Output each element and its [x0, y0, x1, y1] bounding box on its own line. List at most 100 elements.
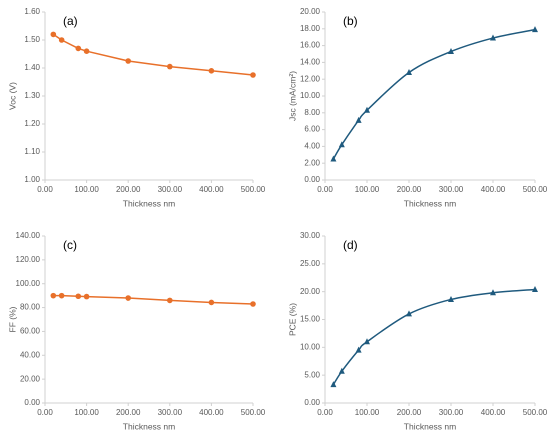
marker	[406, 310, 412, 317]
x-tick-label: 500.00	[523, 185, 548, 194]
marker	[50, 31, 57, 38]
y-tick-label: 25.00	[300, 259, 321, 268]
x-tick-label: 0.00	[317, 185, 333, 194]
marker	[83, 293, 90, 300]
data-line	[332, 288, 536, 386]
y-axis-label: FF (%)	[7, 306, 17, 332]
y-axis-label: PCE (%)	[287, 303, 297, 336]
x-tick-label: 100.00	[74, 185, 99, 194]
marker	[75, 293, 82, 300]
y-tick-label: 0.00	[304, 175, 320, 184]
y-tick-label: 8.00	[304, 108, 320, 117]
y-tick-label: 1.60	[24, 7, 40, 16]
x-tick-label: 100.00	[355, 185, 380, 194]
y-tick-label: 5.00	[304, 370, 320, 379]
marker	[364, 106, 370, 113]
y-tick-label: 80.00	[20, 303, 41, 312]
y-tick-label: 1.40	[24, 63, 40, 72]
x-tick-label: 300.00	[439, 185, 464, 194]
y-tick-label: 1.20	[24, 119, 40, 128]
marker	[58, 292, 65, 299]
data-line	[332, 28, 536, 160]
marker	[532, 285, 538, 292]
x-tick-label: 400.00	[199, 408, 224, 417]
marker	[448, 295, 454, 302]
x-axis-label: Thickness nm	[123, 421, 175, 431]
x-axis-label: Thickness nm	[404, 198, 456, 208]
marker	[338, 141, 345, 148]
marker	[355, 116, 362, 123]
x-tick-label: 500.00	[241, 408, 266, 417]
y-axis-label: Voc (V)	[7, 82, 17, 110]
marker	[58, 37, 65, 43]
marker	[50, 292, 57, 299]
y-tick-label: 10.00	[300, 91, 321, 100]
x-tick-label: 500.00	[241, 185, 266, 194]
x-tick-label: 0.00	[37, 185, 53, 194]
y-tick-label: 40.00	[20, 350, 41, 359]
marker	[208, 299, 215, 306]
y-tick-label: 10.00	[300, 342, 321, 351]
marker	[532, 26, 538, 33]
x-tick-label: 500.00	[523, 408, 548, 417]
marker	[125, 58, 131, 64]
panel: 0.00 5.00 10.00 15.00 20.00 25.00 30.00 0.00 100…	[287, 231, 548, 431]
y-tick-label: 16.00	[300, 41, 321, 50]
x-tick-label: 400.00	[481, 408, 506, 417]
x-tick-label: 400.00	[481, 185, 506, 194]
y-tick-label: 15.00	[300, 315, 321, 324]
marker	[208, 68, 215, 74]
marker	[406, 68, 412, 75]
y-tick-label: 140.00	[16, 231, 41, 240]
y-tick-label: 20.00	[300, 7, 321, 16]
y-tick-label: 14.00	[300, 58, 321, 67]
y-tick-label: 1.50	[24, 35, 40, 44]
y-tick-label: 1.10	[24, 147, 40, 156]
marker	[167, 297, 173, 304]
marker	[338, 367, 345, 374]
y-tick-label: 30.00	[300, 231, 321, 240]
x-tick-label: 100.00	[74, 408, 99, 417]
y-tick-label: 12.00	[300, 74, 321, 83]
marker	[250, 301, 256, 307]
x-tick-label: 200.00	[116, 408, 141, 417]
x-axis-label: Thickness nm	[404, 421, 456, 431]
x-tick-label: 100.00	[355, 408, 380, 417]
y-tick-label: 20.00	[300, 287, 321, 296]
data-line	[52, 33, 254, 76]
y-tick-label: 0.00	[24, 398, 40, 407]
y-tick-label: 2.00	[304, 158, 320, 167]
x-tick-label: 200.00	[397, 408, 422, 417]
y-tick-label: 1.30	[24, 91, 40, 100]
y-tick-label: 100.00	[16, 279, 41, 288]
marker	[167, 63, 173, 70]
y-tick-label: 120.00	[16, 255, 41, 264]
x-tick-label: 0.00	[317, 408, 333, 417]
panel-label: (a)	[63, 14, 78, 28]
x-axis-label: Thickness nm	[123, 198, 175, 208]
marker	[448, 47, 454, 54]
marker	[355, 346, 362, 353]
y-tick-label: 18.00	[300, 24, 321, 33]
panel: 1.00 1.10 1.20 1.30 1.40 1.50 1.60 0.00 100.00 20…	[7, 7, 266, 208]
y-tick-label: 6.00	[304, 125, 320, 134]
panel: 0.00 20.00 40.00 60.00 80.00 100.00 120.00 140.…	[7, 231, 266, 431]
marker	[75, 45, 82, 52]
x-tick-label: 0.00	[37, 408, 53, 417]
y-axis-label: Jsc (mA/cm²)	[287, 71, 297, 121]
y-tick-label: 0.00	[304, 398, 320, 407]
marker	[364, 338, 370, 345]
marker	[83, 48, 90, 54]
y-tick-label: 20.00	[20, 374, 41, 383]
y-tick-label: 60.00	[20, 327, 41, 336]
x-tick-label: 200.00	[397, 185, 422, 194]
marker	[490, 289, 496, 296]
x-tick-label: 300.00	[158, 408, 183, 417]
y-tick-label: 1.00	[24, 175, 40, 184]
panel-label: (d)	[343, 238, 358, 252]
x-tick-label: 200.00	[116, 185, 141, 194]
marker	[125, 295, 131, 301]
panel-label: (b)	[343, 14, 358, 28]
y-tick-label: 4.00	[304, 142, 320, 151]
